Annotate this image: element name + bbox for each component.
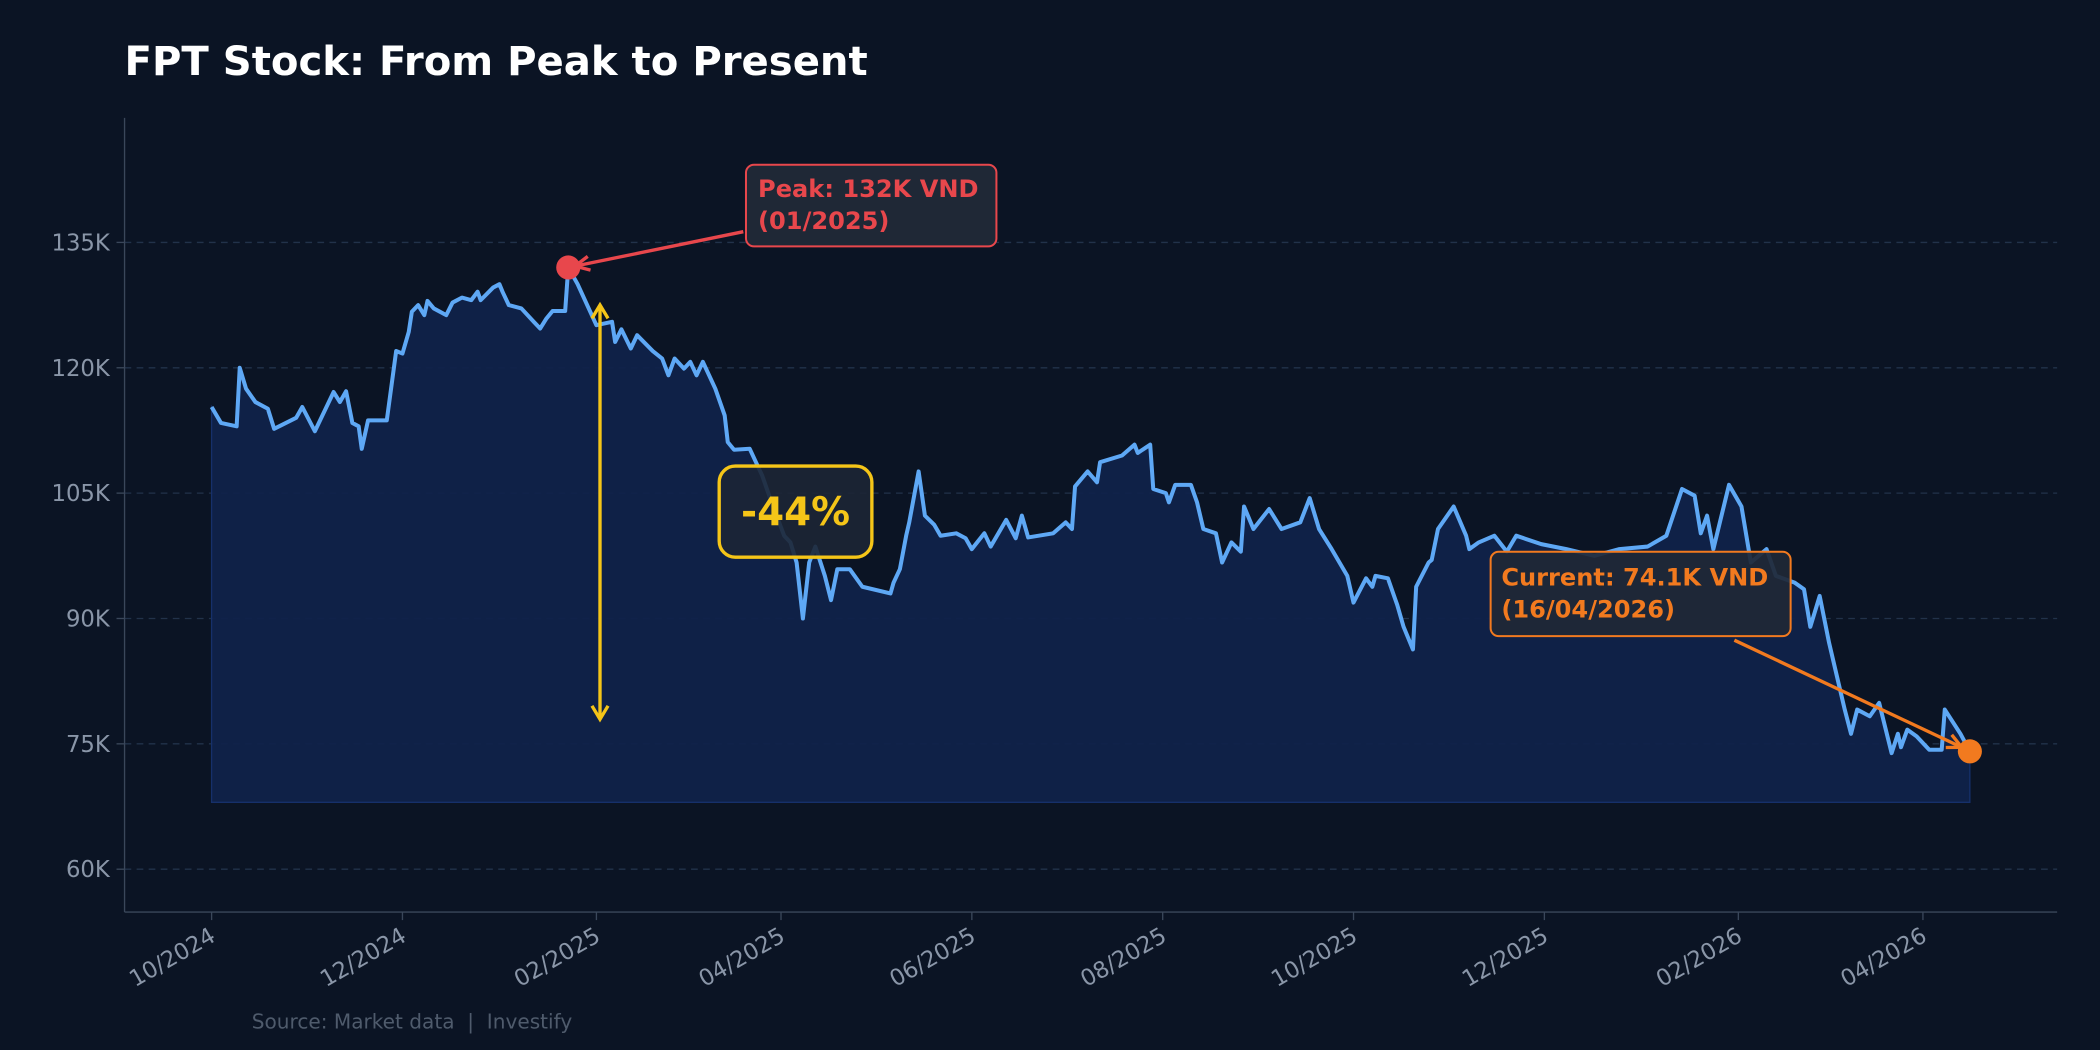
plot-area xyxy=(209,265,1972,804)
y-tick-label: 135K xyxy=(51,230,110,256)
current-marker xyxy=(1957,739,1982,764)
y-tick-label: 60K xyxy=(66,857,111,883)
y-tick-label: 90K xyxy=(66,607,111,633)
chart-title: FPT Stock: From Peak to Present xyxy=(125,39,868,85)
drawdown-arrowhead-top xyxy=(590,301,610,320)
current-label-line1: Current: 74.1K VND xyxy=(1501,563,1768,591)
current-arrow xyxy=(1733,638,1963,749)
drawdown-label: -44% xyxy=(741,490,850,535)
peak-arrow xyxy=(574,230,744,268)
peak-label-box xyxy=(744,163,998,248)
current-label-box xyxy=(1489,550,1792,638)
current-label-line2: (16/04/2026) xyxy=(1501,595,1675,623)
source-note: Source: Market data | Investify xyxy=(252,1010,573,1034)
peak-label-line2: (01/2025) xyxy=(758,207,889,235)
peak-marker xyxy=(556,255,581,280)
annotations: -44% Peak: 132K VND (01/2025) Current: 7… xyxy=(556,163,1982,764)
drawdown-arrowhead-bottom xyxy=(590,704,610,723)
y-tick-label: 120K xyxy=(51,356,110,382)
peak-label-line1: Peak: 132K VND xyxy=(758,175,978,203)
series-line xyxy=(209,265,1972,756)
y-ticks: 60K 75K 90K 105K 120K 135K xyxy=(51,230,125,883)
drawdown-label-box xyxy=(717,464,874,559)
y-tick-label: 105K xyxy=(51,481,110,507)
y-tick-label: 75K xyxy=(66,732,111,758)
